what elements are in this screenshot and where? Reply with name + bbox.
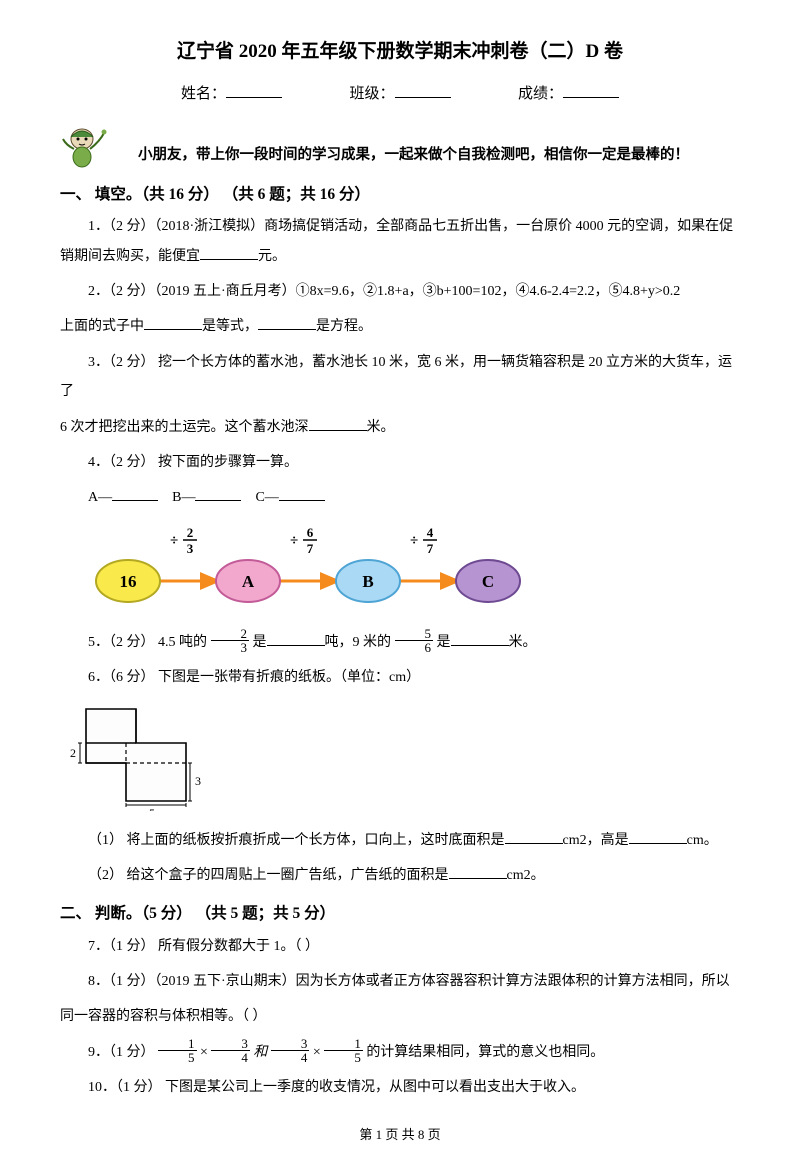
- q9a: 9．（1 分）: [88, 1045, 158, 1060]
- score-label: 成绩：: [518, 86, 563, 102]
- name-label: 姓名：: [181, 86, 226, 102]
- q1-text: 1．（2 分）（2018·浙江模拟）商场搞促销活动，全部商品七五折出售，一台原价…: [60, 219, 733, 263]
- q5d: 是: [437, 635, 451, 650]
- q2-l2c: 是方程。: [316, 319, 372, 334]
- header-line: 姓名： 班级： 成绩：: [60, 83, 740, 106]
- mascot-icon: [60, 123, 108, 171]
- class-label: 班级：: [349, 86, 394, 102]
- svg-text:16: 16: [120, 572, 137, 591]
- svg-text:÷: ÷: [410, 533, 418, 549]
- q5e: 米。: [509, 635, 537, 650]
- q6-1-blank1: [505, 829, 563, 844]
- q9-x1: ×: [200, 1045, 208, 1060]
- page-footer: 第 1 页 共 8 页: [60, 1125, 740, 1145]
- q2-l2a: 上面的式子中: [60, 319, 144, 334]
- svg-text:6: 6: [307, 525, 314, 540]
- q5b: 是: [253, 635, 267, 650]
- q3c: 米。: [367, 420, 395, 435]
- q8-line2: 同一容器的容积与体积相等。（ ）: [60, 1002, 740, 1031]
- q9-f3: 34: [271, 1037, 310, 1064]
- svg-text:A: A: [242, 572, 255, 591]
- q5: 5．（2 分） 4.5 吨的 23 是 吨，9 米的 56 是 米。: [60, 628, 740, 657]
- q9-and: 和: [253, 1045, 267, 1060]
- q4-label-c: C—: [255, 490, 278, 505]
- q6-2a: （2） 给这个盒子的四周贴上一圈广告纸，广告纸的面积是: [88, 868, 449, 883]
- svg-text:B: B: [362, 572, 373, 591]
- name-blank: [226, 83, 282, 98]
- q4-blank-a: [112, 486, 158, 501]
- q4: 4．（2 分） 按下面的步骤算一算。: [60, 448, 740, 477]
- svg-text:3: 3: [195, 774, 201, 788]
- q9-x2: ×: [313, 1045, 321, 1060]
- q3-line2: 6 次才把挖出来的土运完。这个蓄水池深 米。: [60, 413, 740, 442]
- q6-1a: （1） 将上面的纸板按折痕折成一个长方体，口向上，这时底面积是: [88, 833, 505, 848]
- svg-text:÷: ÷: [170, 533, 178, 549]
- q9-f1: 15: [158, 1037, 197, 1064]
- q5-blank1: [267, 631, 325, 646]
- q2-line2: 上面的式子中 是等式， 是方程。: [60, 312, 740, 341]
- q7: 7．（1 分） 所有假分数都大于 1。（ ）: [60, 932, 740, 961]
- q2-l2b: 是等式，: [202, 319, 258, 334]
- svg-text:2: 2: [187, 525, 194, 540]
- score-blank: [563, 83, 619, 98]
- flow-diagram: ÷23÷67÷4716ABC: [88, 523, 568, 620]
- q1: 1．（2 分）（2018·浙江模拟）商场搞促销活动，全部商品七五折出售，一台原价…: [60, 212, 740, 271]
- q5a: 5．（2 分） 4.5 吨的: [88, 635, 211, 650]
- svg-text:C: C: [482, 572, 494, 591]
- q1-tail: 元。: [258, 249, 286, 264]
- q9: 9．（1 分） 15 × 34 和 34 × 15 的计算结果相同，算式的意义也…: [60, 1038, 740, 1067]
- q3b: 6 次才把挖出来的土运完。这个蓄水池深: [60, 420, 309, 435]
- q6-2b: cm2。: [507, 868, 545, 883]
- q3: 3．（2 分） 挖一个长方体的蓄水池，蓄水池长 10 米，宽 6 米，用一辆货箱…: [60, 348, 740, 407]
- q4-blank-c: [279, 486, 325, 501]
- q5-frac2: 56: [395, 627, 434, 654]
- q8: 8．（1 分）（2019 五下·京山期末）因为长方体或者正方体容器容积计算方法跟…: [60, 967, 740, 996]
- q3a: 3．（2 分） 挖一个长方体的蓄水池，蓄水池长 10 米，宽 6 米，用一辆货箱…: [60, 355, 732, 399]
- section1-heading: 一、 填空。（共 16 分） （共 6 题；共 16 分）: [60, 183, 740, 206]
- svg-text:7: 7: [427, 541, 434, 556]
- class-blank: [395, 83, 451, 98]
- q6-1: （1） 将上面的纸板按折痕折成一个长方体，口向上，这时底面积是 cm2，高是 cm。: [60, 826, 740, 855]
- q2: 2．（2 分）（2019 五上·商丘月考）①8x=9.6，②1.8+a，③b+1…: [60, 277, 740, 306]
- q2-blank2: [258, 315, 316, 330]
- q4-labels: A— B— C—: [60, 483, 740, 512]
- page: 辽宁省 2020 年五年级下册数学期末冲刺卷（二）D 卷 姓名： 班级： 成绩：…: [0, 0, 800, 1164]
- q8a: 8．（1 分）（2019 五下·京山期末）因为长方体或者正方体容器容积计算方法跟…: [88, 974, 730, 989]
- q9-f2: 34: [211, 1037, 250, 1064]
- svg-text:5: 5: [149, 806, 155, 811]
- q6-2-blank: [449, 864, 507, 879]
- q2-blank1: [144, 315, 202, 330]
- q5-blank2: [451, 631, 509, 646]
- q4-label-a: A—: [88, 490, 112, 505]
- q3-blank: [309, 416, 367, 431]
- q4-blank-b: [195, 486, 241, 501]
- q1-blank: [200, 245, 258, 260]
- encouragement-text: 小朋友，带上你一段时间的学习成果，一起来做个自我检测吧，相信你一定是最棒的！: [108, 145, 689, 171]
- q9-f4: 15: [324, 1037, 363, 1064]
- svg-text:4: 4: [427, 525, 434, 540]
- q10: 10．（1 分） 下图是某公司上一季度的收支情况，从图中可以看出支出大于收入。: [60, 1073, 740, 1102]
- q9b: 的计算结果相同，算式的意义也相同。: [366, 1045, 604, 1060]
- q6-2: （2） 给这个盒子的四周贴上一圈广告纸，广告纸的面积是 cm2。: [60, 861, 740, 890]
- document-title: 辽宁省 2020 年五年级下册数学期末冲刺卷（二）D 卷: [60, 38, 740, 67]
- section2-heading: 二、 判断。（5 分） （共 5 题；共 5 分）: [60, 902, 740, 925]
- q6: 6．（6 分） 下图是一张带有折痕的纸板。（单位：cm）: [60, 663, 740, 692]
- svg-text:3: 3: [187, 541, 194, 556]
- q6-1-blank2: [629, 829, 687, 844]
- svg-text:7: 7: [307, 541, 314, 556]
- svg-text:÷: ÷: [290, 533, 298, 549]
- q5-frac1: 23: [211, 627, 250, 654]
- q2-text: 2．（2 分）（2019 五上·商丘月考）①8x=9.6，②1.8+a，③b+1…: [88, 284, 680, 299]
- q4-label-b: B—: [172, 490, 195, 505]
- q6-1c: cm。: [687, 833, 718, 848]
- q6-1b: cm2，高是: [563, 833, 629, 848]
- mascot-row: 小朋友，带上你一段时间的学习成果，一起来做个自我检测吧，相信你一定是最棒的！: [60, 123, 740, 171]
- svg-text:2: 2: [70, 746, 76, 760]
- fold-diagram: 2 3 5: [64, 701, 214, 818]
- q5c: 吨，9 米的: [325, 635, 395, 650]
